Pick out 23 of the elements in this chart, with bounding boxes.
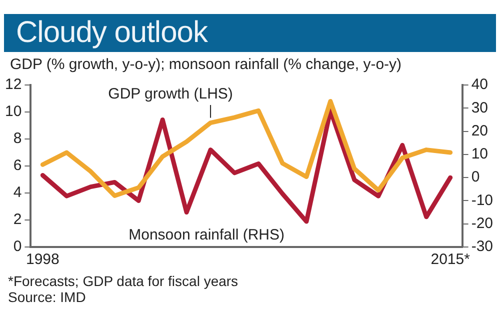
y2-tick-label: 20 [471,122,488,140]
chart-title: Cloudy outlook [4,14,496,52]
y-tick-label: 2 [13,211,22,228]
y-tick-label: 12 [4,76,22,94]
y-tick-label: 0 [13,238,22,256]
y2-tick-label: -10 [471,192,494,209]
y-tick-label: 8 [13,130,22,148]
x-tick-label: 1998 [26,251,60,268]
x-tick-label: 2015* [430,251,470,268]
y2-tick-label: -30 [471,238,494,256]
y-tick-label: 10 [4,103,22,120]
series-label: GDP growth (LHS) [108,86,233,103]
series-label: Monsoon rainfall (RHS) [128,226,284,244]
y2-tick-label: 30 [471,99,488,116]
chart-subtitle: GDP (% growth, y-o-y); monsoon rainfall (% change, y-o-y) [9,55,403,73]
text: *Forecasts; GDP data for fiscal years [7,273,240,289]
y2-tick-label: -20 [471,215,494,232]
y2-tick-label: 0 [471,168,480,186]
source-note: Source: IMD [7,289,87,305]
y2-tick-label: 10 [471,146,488,163]
y-tick-label: 4 [13,184,22,202]
y-tick-label: 6 [13,157,22,174]
y2-tick-label: 40 [471,76,488,94]
